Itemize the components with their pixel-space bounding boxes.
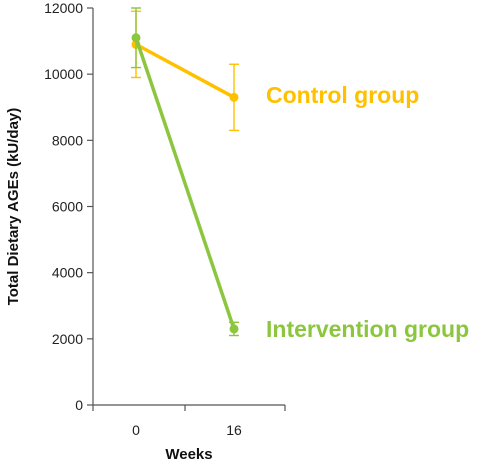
- y-axis-ticks: 0 2000 4000 6000 8000 10000 12000: [44, 0, 93, 413]
- y-tick-label: 10000: [44, 66, 83, 82]
- series-label: Control group: [266, 82, 419, 108]
- y-tick-label: 12000: [44, 0, 83, 16]
- series-line: [134, 42, 236, 100]
- data-point: [229, 324, 239, 334]
- series-label: Intervention group: [266, 316, 469, 342]
- y-tick-label: 2000: [52, 331, 83, 347]
- y-axis-title: Total Dietary AGEs (kU/day): [5, 108, 22, 306]
- y-tick-label: 0: [75, 397, 83, 413]
- series-0: Control group: [131, 10, 419, 132]
- x-axis-ticks: 0 16: [92, 405, 286, 438]
- series-1: Intervention group: [131, 7, 469, 342]
- x-axis-title: Weeks: [165, 446, 212, 463]
- y-tick-label: 6000: [52, 199, 83, 215]
- series-line: [134, 36, 236, 331]
- x-tick-label: 16: [226, 422, 242, 438]
- y-tick-label: 4000: [52, 265, 83, 281]
- y-tick-label: 8000: [52, 132, 83, 148]
- data-point: [131, 33, 141, 43]
- data-point: [229, 92, 239, 102]
- x-tick-label: 0: [132, 422, 140, 438]
- series-layer: Control group Intervention group: [131, 7, 469, 342]
